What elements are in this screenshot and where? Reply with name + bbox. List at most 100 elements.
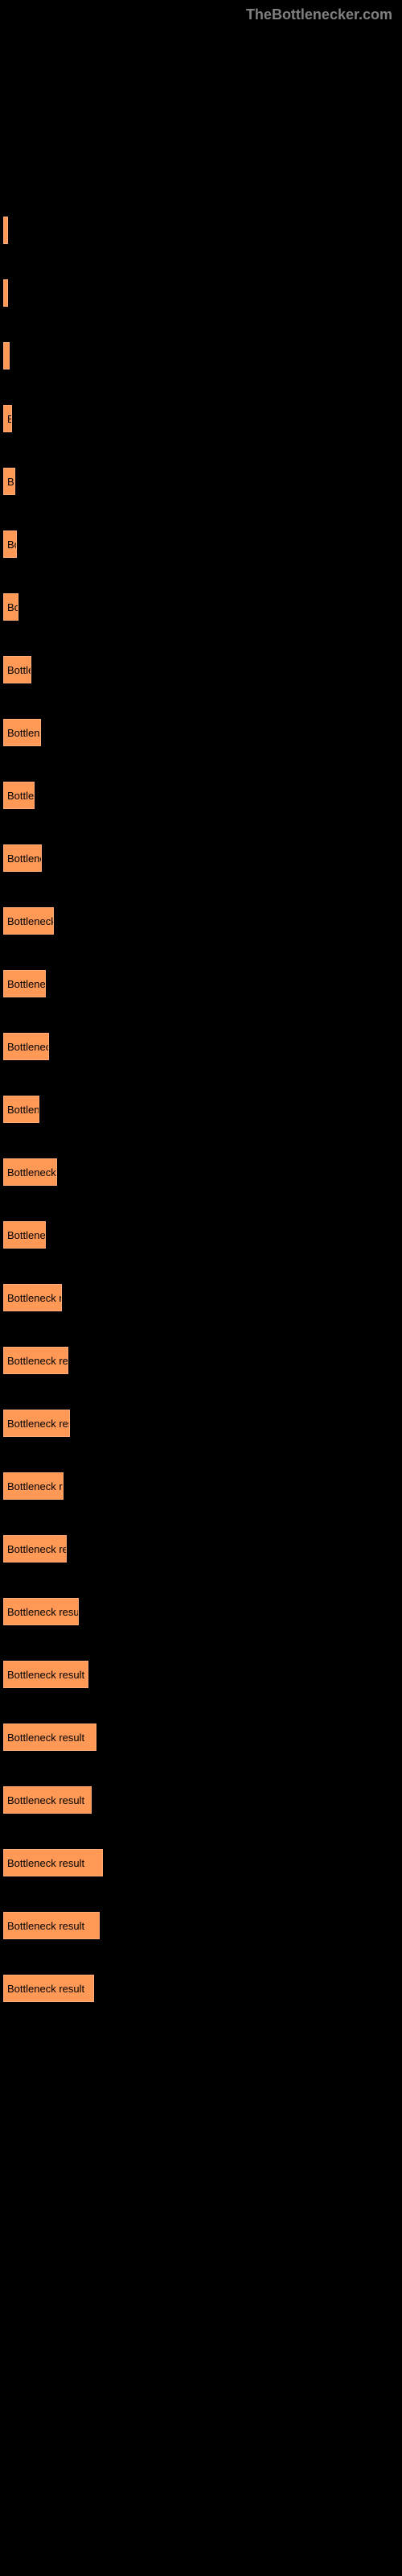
bar-text: Bottleneck res	[7, 978, 45, 990]
bar-text: Bottleneck re	[7, 727, 40, 739]
bar-text: Bottleneck res	[7, 1229, 45, 1241]
bar-fill: Bo	[3, 530, 17, 558]
bar-label	[3, 1770, 399, 1783]
bar-label	[3, 1331, 399, 1344]
bar-label	[3, 1896, 399, 1909]
bar-row: Bottlene	[3, 640, 399, 683]
bar-fill: Bottleneck result	[3, 1158, 57, 1186]
bar-label	[3, 577, 399, 590]
bar-label	[3, 1645, 399, 1657]
bar-track: Bottlene	[3, 656, 399, 683]
bar-track: Bottleneck result	[3, 1849, 399, 1876]
bar-label	[3, 452, 399, 464]
bar-text: Bottleneck resu	[7, 1041, 48, 1053]
bar-text: Bottleneck result	[7, 1606, 78, 1618]
bar-text: Bottlenec	[7, 790, 34, 802]
bar-text: Bottleneck result	[7, 1355, 68, 1367]
bar-row: Bottleneck result	[3, 1959, 399, 2002]
bar-text: Bottleneck re	[7, 852, 41, 865]
bar-track: Bottleneck re	[3, 719, 399, 746]
bar-fill: Bo	[3, 468, 15, 495]
bar-row: Bottlenec	[3, 766, 399, 809]
bar-fill: Bottleneck re	[3, 844, 42, 872]
bar-label	[3, 1080, 399, 1092]
bar-track: Bottleneck result	[3, 1598, 399, 1625]
bar-row: Bottleneck result	[3, 1770, 399, 1814]
bar-fill: Bottleneck result	[3, 1347, 68, 1374]
bar-row: Bottleneck res	[3, 954, 399, 997]
bar-track: Bottleneck result	[3, 1661, 399, 1688]
bar-fill	[3, 342, 10, 369]
bar-label	[3, 828, 399, 841]
bar-track: B	[3, 405, 399, 432]
bar-text: Bo	[7, 539, 16, 551]
bar-track	[3, 342, 399, 369]
bar-fill: Bottleneck resu	[3, 1033, 49, 1060]
bar-row: Bottleneck result	[3, 891, 399, 935]
bar-fill: Bottleneck result	[3, 1849, 103, 1876]
bar-text: B	[7, 413, 11, 425]
bar-fill: Bottleneck result	[3, 1535, 67, 1563]
bar-fill: Bottleneck result	[3, 1724, 96, 1751]
bar-text: Bo	[7, 476, 14, 488]
bar-row: Bottleneck result	[3, 1519, 399, 1563]
bar-label	[3, 1142, 399, 1155]
bar-text: Bottleneck result	[7, 915, 53, 927]
bar-row: Bottleneck res	[3, 1205, 399, 1249]
bar-row: Bo	[3, 577, 399, 621]
bar-fill	[3, 279, 8, 307]
bar-label	[3, 1205, 399, 1218]
bar-track: Bottleneck resu	[3, 1033, 399, 1060]
bar-text: Bottleneck r	[7, 1104, 39, 1116]
bar-track: Bottleneck result	[3, 1535, 399, 1563]
bar-track: Bottleneck result	[3, 1284, 399, 1311]
bar-row: Bo	[3, 514, 399, 558]
bar-label	[3, 389, 399, 402]
bar-row: Bo	[3, 452, 399, 495]
bar-label	[3, 326, 399, 339]
bar-row: Bottleneck result	[3, 1331, 399, 1374]
bar-row: Bottleneck result	[3, 1896, 399, 1939]
bar-track	[3, 217, 399, 244]
bar-text: Bottleneck result	[7, 1543, 66, 1555]
bar-row: Bottleneck result	[3, 1142, 399, 1186]
bar-track	[3, 279, 399, 307]
bar-track: Bottlenec	[3, 782, 399, 809]
bar-fill: Bottleneck result	[3, 1598, 79, 1625]
bar-label	[3, 766, 399, 778]
bar-label	[3, 891, 399, 904]
bar-label	[3, 640, 399, 653]
bar-text: Bottleneck result	[7, 1983, 84, 1995]
bar-fill: B	[3, 405, 12, 432]
bar-row: Bottleneck re	[3, 828, 399, 872]
bar-label	[3, 200, 399, 213]
bar-fill: Bottleneck result	[3, 1284, 62, 1311]
bar-track: Bottleneck result	[3, 1975, 399, 2002]
bar-row	[3, 326, 399, 369]
bar-fill: Bottleneck result	[3, 907, 54, 935]
bar-track: Bottleneck result	[3, 1347, 399, 1374]
bar-label	[3, 1519, 399, 1532]
bar-row: Bottleneck result	[3, 1645, 399, 1688]
bar-track: Bo	[3, 468, 399, 495]
bar-text: Bottleneck result	[7, 1166, 56, 1179]
bar-label	[3, 1959, 399, 1971]
bar-track: Bo	[3, 530, 399, 558]
bar-fill: Bottleneck r	[3, 1096, 39, 1123]
bar-text: Bottleneck result	[7, 1418, 69, 1430]
bar-row: Bottleneck result	[3, 1582, 399, 1625]
bar-label	[3, 1393, 399, 1406]
bar-text: Bottleneck result	[7, 1857, 84, 1869]
bar-label	[3, 1707, 399, 1720]
bar-row: B	[3, 389, 399, 432]
bar-track: Bottleneck r	[3, 1096, 399, 1123]
bar-fill: Bottleneck result	[3, 1912, 100, 1939]
bar-row: Bottleneck result	[3, 1393, 399, 1437]
bar-label	[3, 1017, 399, 1030]
watermark-text: TheBottlenecker.com	[246, 6, 392, 23]
bar-track: Bottleneck re	[3, 844, 399, 872]
watermark: TheBottlenecker.com	[0, 0, 402, 23]
bar-label	[3, 514, 399, 527]
bar-text: Bo	[7, 601, 18, 613]
bar-label	[3, 703, 399, 716]
